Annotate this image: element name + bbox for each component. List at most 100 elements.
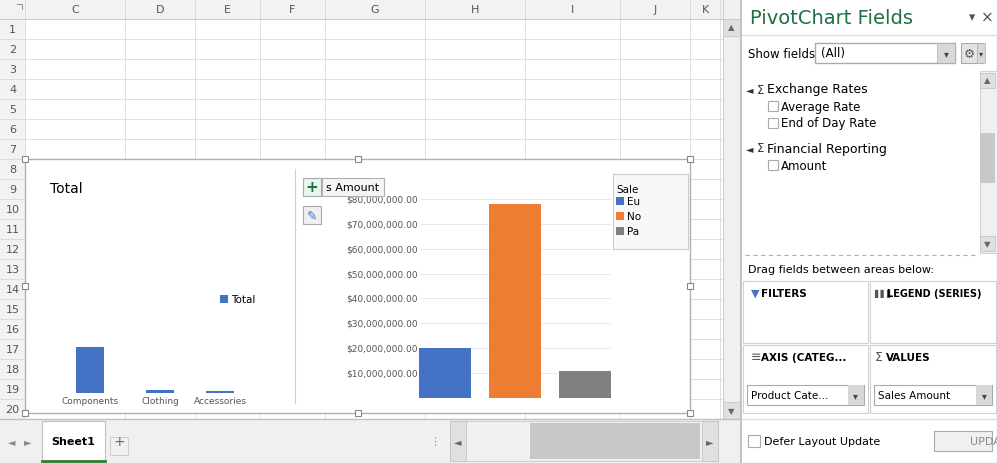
Text: ⋮: ⋮	[430, 436, 441, 446]
Text: K: K	[701, 5, 709, 15]
Text: 6: 6	[9, 125, 16, 135]
Bar	[748, 435, 760, 447]
Text: (All): (All)	[821, 47, 845, 60]
Bar	[0, 419, 740, 463]
Bar	[76, 347, 104, 393]
Text: 7: 7	[9, 144, 16, 155]
Bar	[110, 437, 128, 455]
Bar	[743, 282, 867, 343]
Bar	[702, 421, 718, 461]
Bar	[303, 206, 321, 225]
Text: 11: 11	[6, 225, 20, 234]
Text: C: C	[71, 5, 79, 15]
Bar	[559, 371, 611, 398]
Text: Pa: Pa	[627, 226, 639, 237]
Bar	[419, 349, 471, 398]
Text: LEGEND (SERIES): LEGEND (SERIES)	[886, 288, 981, 298]
Text: Total: Total	[231, 294, 255, 304]
Bar	[747, 385, 863, 405]
Text: $30,000,000.00: $30,000,000.00	[346, 319, 418, 328]
Bar	[768, 119, 778, 129]
Text: ▲: ▲	[984, 76, 990, 85]
Text: 17: 17	[5, 344, 20, 354]
Text: ▼: ▼	[984, 240, 990, 249]
Text: Show fields:: Show fields:	[748, 47, 820, 60]
Text: 1: 1	[9, 25, 16, 35]
Bar	[980, 237, 995, 251]
Text: +: +	[114, 434, 125, 448]
Text: UPDATE: UPDATE	[970, 436, 997, 446]
Text: Amount: Amount	[781, 159, 828, 172]
Text: ▾: ▾	[982, 390, 986, 400]
Text: $60,000,000.00: $60,000,000.00	[346, 244, 418, 254]
Bar	[976, 385, 992, 405]
Bar	[961, 44, 983, 64]
Text: ×: ×	[981, 11, 993, 25]
Text: ⚙: ⚙	[963, 47, 975, 60]
Bar	[977, 44, 985, 64]
Text: Average Rate: Average Rate	[781, 100, 860, 113]
Text: J: J	[653, 5, 657, 15]
Text: ◄: ◄	[8, 436, 16, 446]
Bar	[847, 385, 863, 405]
Text: $10,000,000.00: $10,000,000.00	[346, 369, 418, 378]
Bar	[869, 282, 996, 343]
Bar	[980, 72, 997, 253]
Text: Sale: Sale	[616, 185, 638, 194]
Text: ▌▌▌: ▌▌▌	[874, 289, 894, 298]
Bar	[616, 227, 624, 236]
Text: Financial Reporting: Financial Reporting	[767, 142, 887, 155]
Text: End of Day Rate: End of Day Rate	[781, 117, 876, 130]
Bar	[723, 20, 740, 37]
Text: ✎: ✎	[307, 209, 317, 222]
Bar	[206, 391, 234, 393]
Text: 4: 4	[9, 85, 16, 95]
Text: 14: 14	[5, 284, 20, 294]
Bar	[869, 345, 996, 413]
Text: ▲: ▲	[728, 24, 734, 32]
Text: 5: 5	[9, 105, 16, 115]
Text: ►: ►	[706, 436, 714, 446]
Bar	[303, 179, 321, 197]
Text: Σ: Σ	[874, 351, 882, 364]
Bar	[980, 134, 995, 184]
Bar	[743, 345, 867, 413]
Bar	[450, 421, 718, 461]
Text: 20: 20	[5, 404, 20, 414]
Text: D: D	[156, 5, 165, 15]
Text: Clothing: Clothing	[141, 397, 178, 406]
Text: ▼: ▼	[728, 407, 734, 416]
Text: ◄: ◄	[455, 436, 462, 446]
Text: Accessories: Accessories	[193, 397, 246, 406]
Bar	[25, 160, 690, 413]
Text: $50,000,000.00: $50,000,000.00	[346, 269, 418, 278]
Text: $80,000,000.00: $80,000,000.00	[346, 195, 418, 204]
Text: Σ: Σ	[757, 142, 765, 155]
Text: Product Cate...: Product Cate...	[751, 390, 829, 400]
Text: ◄: ◄	[746, 85, 754, 95]
Bar	[873, 385, 992, 405]
Text: ▾: ▾	[853, 390, 858, 400]
Text: Sales Amount: Sales Amount	[877, 390, 949, 400]
Text: $70,000,000.00: $70,000,000.00	[346, 220, 418, 229]
Bar	[0, 0, 740, 20]
Bar	[489, 205, 541, 398]
Text: $40,000,000.00: $40,000,000.00	[347, 294, 418, 303]
Text: Σ: Σ	[757, 83, 765, 96]
Bar	[220, 295, 228, 303]
Bar	[0, 0, 25, 20]
Text: 12: 12	[5, 244, 20, 255]
Bar	[0, 0, 25, 419]
Text: ▾: ▾	[943, 49, 948, 59]
Bar	[322, 179, 384, 197]
Bar	[815, 44, 955, 64]
Text: F: F	[289, 5, 296, 15]
Bar	[530, 423, 700, 459]
Bar	[613, 175, 688, 250]
Text: Eu: Eu	[627, 197, 640, 206]
Text: 8: 8	[9, 165, 16, 175]
Bar	[146, 390, 174, 393]
Text: ▼: ▼	[751, 288, 760, 298]
Bar	[723, 0, 740, 419]
Text: Components: Components	[62, 397, 119, 406]
